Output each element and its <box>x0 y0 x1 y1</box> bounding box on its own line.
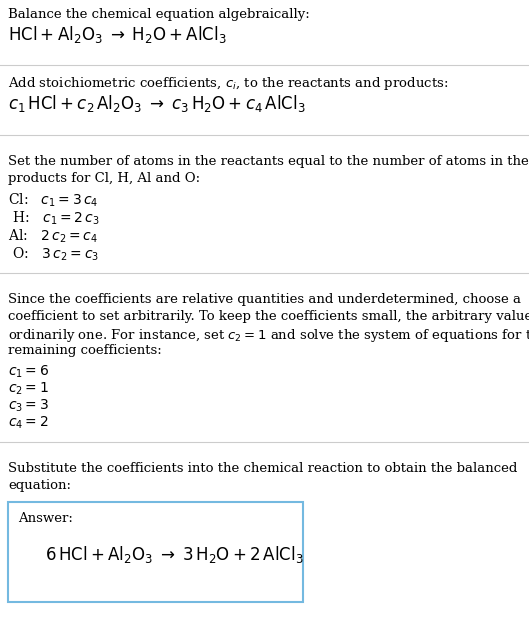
Text: H:   $c_1 = 2\,c_3$: H: $c_1 = 2\,c_3$ <box>8 210 99 228</box>
Text: Cl:   $c_1 = 3\,c_4$: Cl: $c_1 = 3\,c_4$ <box>8 192 98 209</box>
Text: $c_4 = 2$: $c_4 = 2$ <box>8 415 49 431</box>
Text: $c_1\,\mathrm{HCl} + c_2\,\mathrm{Al_2O_3} \;\rightarrow\; c_3\,\mathrm{H_2O} + : $c_1\,\mathrm{HCl} + c_2\,\mathrm{Al_2O_… <box>8 93 306 114</box>
Text: $\mathrm{HCl + Al_2O_3 \;\rightarrow\; H_2O + AlCl_3}$: $\mathrm{HCl + Al_2O_3 \;\rightarrow\; H… <box>8 24 226 45</box>
Text: Answer:: Answer: <box>18 512 73 525</box>
Text: Since the coefficients are relative quantities and underdetermined, choose a: Since the coefficients are relative quan… <box>8 293 521 306</box>
Text: products for Cl, H, Al and O:: products for Cl, H, Al and O: <box>8 172 200 185</box>
Text: remaining coefficients:: remaining coefficients: <box>8 344 162 357</box>
FancyBboxPatch shape <box>8 502 303 602</box>
Text: $c_2 = 1$: $c_2 = 1$ <box>8 381 49 398</box>
Text: coefficient to set arbitrarily. To keep the coefficients small, the arbitrary va: coefficient to set arbitrarily. To keep … <box>8 310 529 323</box>
Text: Add stoichiometric coefficients, $c_i$, to the reactants and products:: Add stoichiometric coefficients, $c_i$, … <box>8 75 448 92</box>
Text: Al:   $2\,c_2 = c_4$: Al: $2\,c_2 = c_4$ <box>8 228 98 245</box>
Text: ordinarily one. For instance, set $c_2 = 1$ and solve the system of equations fo: ordinarily one. For instance, set $c_2 =… <box>8 327 529 344</box>
Text: Substitute the coefficients into the chemical reaction to obtain the balanced: Substitute the coefficients into the che… <box>8 462 517 475</box>
Text: equation:: equation: <box>8 479 71 492</box>
Text: $6\,\mathrm{HCl} + \mathrm{Al_2O_3} \;\rightarrow\; 3\,\mathrm{H_2O} + 2\,\mathr: $6\,\mathrm{HCl} + \mathrm{Al_2O_3} \;\r… <box>45 544 304 565</box>
Text: O:   $3\,c_2 = c_3$: O: $3\,c_2 = c_3$ <box>8 246 99 263</box>
Text: Balance the chemical equation algebraically:: Balance the chemical equation algebraica… <box>8 8 309 21</box>
Text: $c_1 = 6$: $c_1 = 6$ <box>8 364 49 381</box>
Text: $c_3 = 3$: $c_3 = 3$ <box>8 398 49 414</box>
Text: Set the number of atoms in the reactants equal to the number of atoms in the: Set the number of atoms in the reactants… <box>8 155 528 168</box>
